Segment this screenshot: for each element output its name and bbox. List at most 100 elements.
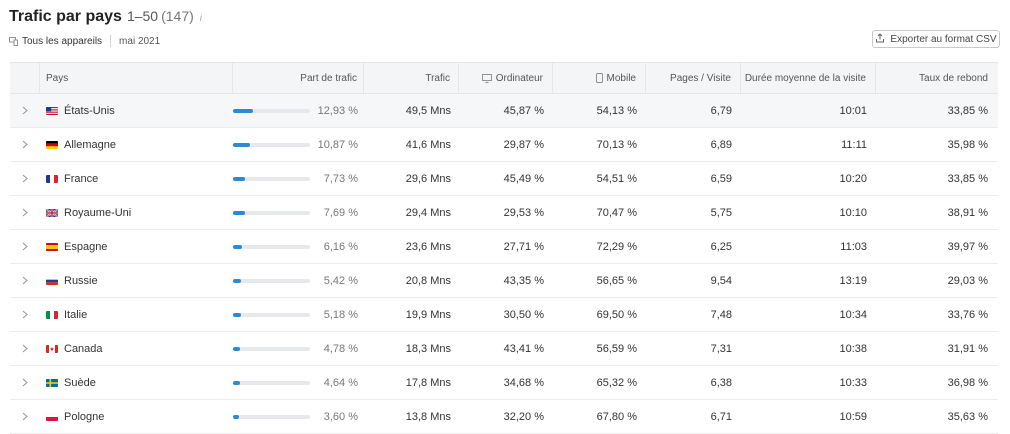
desktop-value: 43,35 % [503, 274, 544, 287]
pages-per-visit-value: 9,54 [710, 274, 732, 287]
expand-row-button[interactable] [10, 128, 40, 161]
mobile-value: 69,50 % [596, 308, 637, 321]
expand-row-button[interactable] [10, 400, 40, 433]
traffic-value: 20,8 Mns [405, 274, 451, 287]
export-csv-button[interactable]: Exporter au format CSV [872, 30, 1000, 48]
avg-duration-value: 10:01 [839, 104, 867, 117]
devices-icon [9, 36, 18, 46]
chevron-right-icon [22, 276, 28, 285]
traffic-share-cell: 4,78 % [233, 332, 364, 365]
desktop-value: 34,68 % [503, 376, 544, 389]
chevron-right-icon [22, 174, 28, 183]
desktop-value: 32,20 % [503, 410, 544, 423]
chevron-right-icon [22, 208, 28, 217]
expand-row-button[interactable] [10, 94, 40, 127]
pages-per-visit-value: 5,75 [710, 206, 732, 219]
header-duree[interactable]: Durée moyenne de la visite [741, 63, 876, 93]
date-filter[interactable]: mai 2021 [119, 35, 161, 47]
expand-row-button[interactable] [10, 162, 40, 195]
share-bar [233, 176, 310, 181]
country-cell[interactable]: Pologne [40, 400, 233, 433]
pages-per-visit-value: 6,38 [710, 376, 732, 389]
header-pays[interactable]: Pays [40, 63, 233, 93]
share-bar-fill [233, 176, 245, 181]
desktop-value: 45,87 % [503, 104, 544, 117]
bounce-rate-value: 33,85 % [947, 104, 988, 117]
table-row[interactable]: Allemagne 10,87 % 41,6 Mns 29,87 % 70,13… [10, 128, 998, 162]
share-bar [233, 380, 310, 385]
header-ordinateur-label: Ordinateur [495, 72, 543, 84]
table-header: Pays Part de trafic Trafic Ordinateur Mo… [10, 62, 998, 94]
mobile-value: 65,32 % [596, 376, 637, 389]
table-row[interactable]: Espagne 6,16 % 23,6 Mns 27,71 % 72,29 % … [10, 230, 998, 264]
bounce-rate-value: 33,85 % [947, 172, 988, 185]
table-row[interactable]: Pologne 3,60 % 13,8 Mns 32,20 % 67,80 % … [10, 400, 998, 434]
traffic-share-cell: 7,73 % [233, 162, 364, 195]
pages-per-visit-value: 6,79 [710, 104, 732, 117]
header-rebond[interactable]: Taux de rebond [919, 72, 988, 84]
table-row[interactable]: Russie 5,42 % 20,8 Mns 43,35 % 56,65 % 9… [10, 264, 998, 298]
share-bar [233, 346, 310, 351]
table-row[interactable]: Royaume-Uni 7,69 % 29,4 Mns 29,53 % 70,4… [10, 196, 998, 230]
avg-duration-value: 11:11 [841, 138, 867, 151]
chevron-right-icon [22, 310, 28, 319]
header-pages[interactable]: Pages / Visite [646, 63, 741, 93]
header-part[interactable]: Part de trafic [233, 63, 364, 93]
table-row[interactable]: Canada 4,78 % 18,3 Mns 43,41 % 56,59 % 7… [10, 332, 998, 366]
country-cell[interactable]: Suède [40, 366, 233, 399]
country-cell[interactable]: France [40, 162, 233, 195]
mobile-value: 72,29 % [596, 240, 637, 253]
expand-row-button[interactable] [10, 366, 40, 399]
country-cell[interactable]: Russie [40, 264, 233, 297]
table-row[interactable]: Italie 5,18 % 19,9 Mns 30,50 % 69,50 % 7… [10, 298, 998, 332]
share-bar [233, 142, 310, 147]
device-filter[interactable]: Tous les appareils [22, 35, 103, 47]
expand-row-button[interactable] [10, 264, 40, 297]
traffic-value: 49,5 Mns [405, 104, 451, 117]
traffic-value: 18,3 Mns [405, 342, 451, 355]
country-cell[interactable]: États-Unis [40, 94, 233, 127]
mobile-value: 67,80 % [596, 410, 637, 423]
flag-icon [46, 174, 58, 183]
mobile-value: 54,51 % [596, 172, 637, 185]
country-cell[interactable]: Royaume-Uni [40, 196, 233, 229]
table-body: États-Unis 12,93 % 49,5 Mns 45,87 % 54,1… [10, 94, 998, 434]
pages-per-visit-value: 6,71 [710, 410, 732, 423]
share-value: 12,93 % [317, 104, 358, 117]
desktop-value: 45,49 % [503, 172, 544, 185]
share-value: 10,87 % [317, 138, 358, 151]
avg-duration-value: 10:20 [839, 172, 867, 185]
country-cell[interactable]: Canada [40, 332, 233, 365]
share-bar-fill [233, 210, 245, 215]
page-header: Trafic par pays 1–50 (147) i [9, 8, 202, 30]
table-row[interactable]: France 7,73 % 29,6 Mns 45,49 % 54,51 % 6… [10, 162, 998, 196]
bounce-rate-value: 38,91 % [947, 206, 988, 219]
mobile-value: 56,65 % [596, 274, 637, 287]
traffic-value: 29,4 Mns [405, 206, 451, 219]
share-bar-fill [233, 108, 253, 113]
table-row[interactable]: États-Unis 12,93 % 49,5 Mns 45,87 % 54,1… [10, 94, 998, 128]
header-mobile[interactable]: Mobile [553, 63, 646, 93]
share-value: 7,73 % [323, 172, 358, 185]
table-row[interactable]: Suède 4,64 % 17,8 Mns 34,68 % 65,32 % 6,… [10, 366, 998, 400]
share-bar-fill [233, 380, 241, 385]
expand-row-button[interactable] [10, 298, 40, 331]
share-value: 4,78 % [323, 342, 358, 355]
traffic-value: 13,8 Mns [405, 410, 451, 423]
country-cell[interactable]: Italie [40, 298, 233, 331]
avg-duration-value: 11:03 [840, 240, 867, 253]
expand-row-button[interactable] [10, 332, 40, 365]
traffic-share-cell: 5,42 % [233, 264, 364, 297]
country-name: États-Unis [64, 104, 115, 117]
expand-row-button[interactable] [10, 196, 40, 229]
info-icon[interactable]: i [199, 13, 203, 24]
country-cell[interactable]: Allemagne [40, 128, 233, 161]
expand-row-button[interactable] [10, 230, 40, 263]
header-ordinateur[interactable]: Ordinateur [459, 63, 553, 93]
desktop-value: 29,87 % [503, 138, 544, 151]
bounce-rate-value: 35,98 % [947, 138, 988, 151]
country-cell[interactable]: Espagne [40, 230, 233, 263]
flag-icon [46, 344, 58, 353]
header-trafic[interactable]: Trafic [364, 63, 459, 93]
flag-icon [46, 378, 58, 387]
